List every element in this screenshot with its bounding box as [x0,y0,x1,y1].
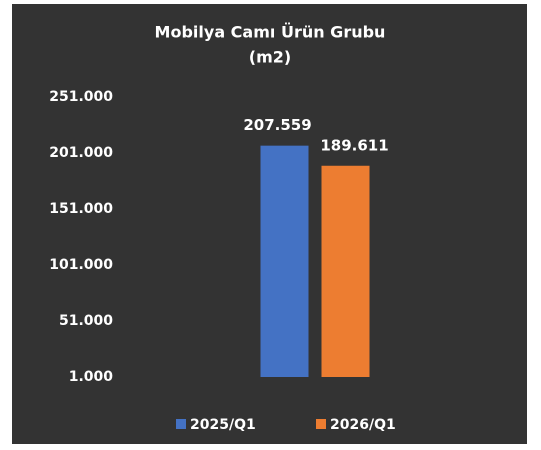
data-label: 189.611 [320,136,388,154]
data-label: 207.559 [243,116,311,134]
chart-title: Mobilya Camı Ürün Grubu [155,23,386,42]
legend-label: 2025/Q1 [190,417,256,433]
legend-label: 2026/Q1 [330,417,396,433]
y-tick-label: 1.000 [69,369,114,385]
legend-swatch [176,419,186,429]
y-tick-label: 201.000 [49,145,113,161]
bar [260,145,309,377]
y-tick-label: 151.000 [49,201,113,217]
legend-swatch [316,419,326,429]
bar [321,165,370,377]
y-tick-label: 251.000 [49,89,113,105]
chart-title: (m2) [249,48,291,67]
y-tick-label: 51.000 [59,313,113,329]
y-tick-label: 101.000 [49,257,113,273]
